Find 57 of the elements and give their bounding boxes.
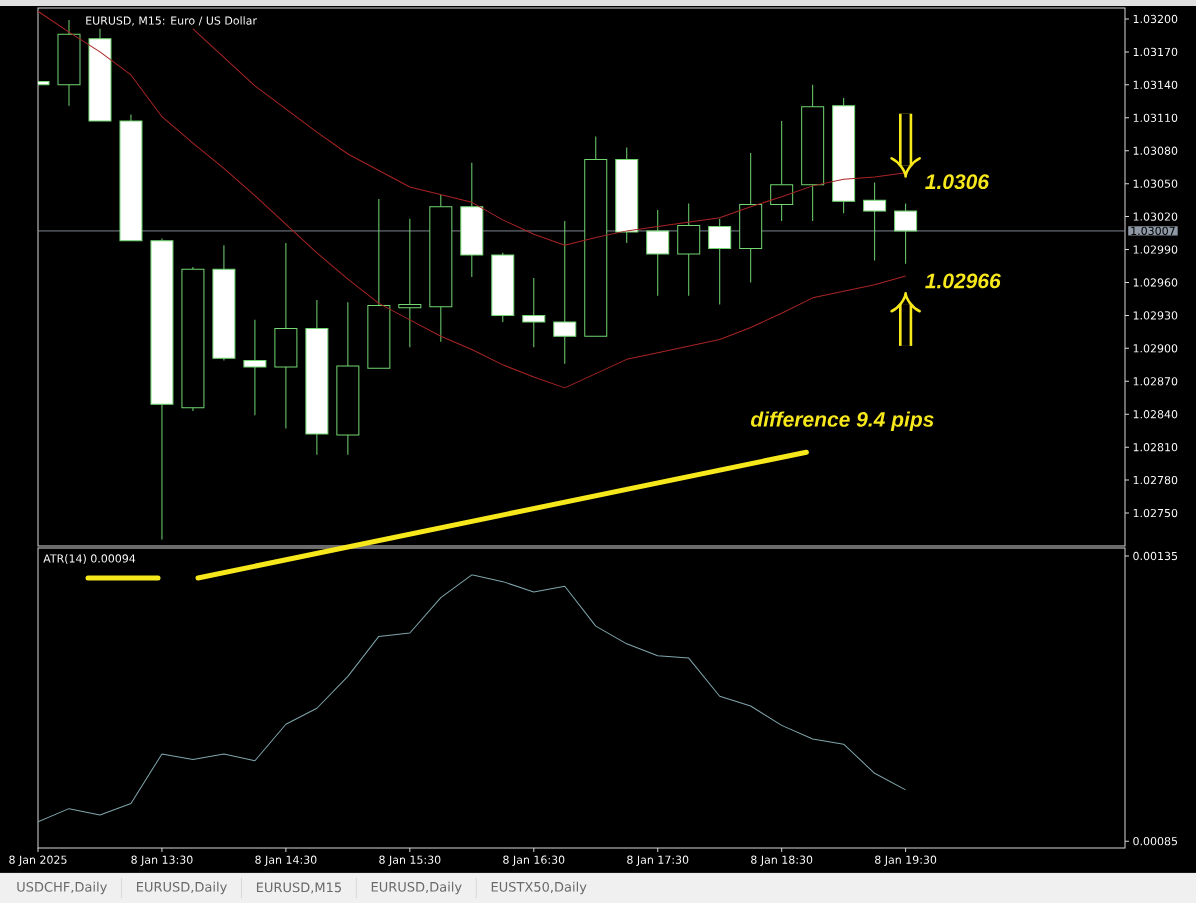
text: EUSTX50,Daily xyxy=(491,881,587,895)
x-tick-label: 8 Jan 16:30 xyxy=(503,855,565,866)
candlestick xyxy=(429,194,453,343)
candlestick xyxy=(646,209,670,297)
y-tick-label: 1.02900 xyxy=(1133,344,1178,353)
text: EURUSD, M15: Euro / US Dollar xyxy=(86,16,257,26)
x-tick-label: 8 Jan 2025 xyxy=(9,855,67,866)
y-tick-label: 1.03020 xyxy=(1133,212,1178,221)
y-tick-label: 1.02930 xyxy=(1133,311,1178,320)
y-tick-label: 1.03080 xyxy=(1133,146,1178,155)
y-tick-label: 1.02840 xyxy=(1133,410,1178,419)
annotation: 1.0306 xyxy=(925,174,990,190)
chart-title: ATR(14) 0.00094 xyxy=(43,554,136,564)
candlestick xyxy=(677,202,701,297)
candlestick xyxy=(57,19,81,107)
y-tick-label: 1.02750 xyxy=(1133,508,1178,518)
candlestick xyxy=(522,277,546,348)
candlestick xyxy=(181,266,205,412)
y-tick-label: 1.03110 xyxy=(1133,113,1178,122)
y-tick-label: 1.03050 xyxy=(1133,179,1178,188)
text: EURUSD,Daily xyxy=(371,881,462,895)
y-tick-label: 0.00135 xyxy=(1133,551,1178,561)
y-tick-label: 1.03200 xyxy=(1133,14,1178,24)
y-tick-label: 1.03140 xyxy=(1133,80,1178,90)
candlestick xyxy=(305,299,329,456)
x-tick-label: 8 Jan 14:30 xyxy=(255,855,317,866)
x-tick-label: 8 Jan 17:30 xyxy=(627,855,689,866)
text: EURUSD,Daily xyxy=(137,881,227,895)
text: USDCHF,Daily xyxy=(17,881,107,895)
y-tick-label: 1.02810 xyxy=(1133,443,1178,452)
candlestick xyxy=(801,84,825,222)
y-tick-label: 0.00085 xyxy=(1133,837,1178,846)
ref-line-label: 1.03007 xyxy=(1131,226,1175,236)
candlestick xyxy=(336,301,360,456)
candlestick xyxy=(212,244,236,361)
line-series xyxy=(38,574,907,823)
x-tick-label: 8 Jan 19:30 xyxy=(875,855,937,866)
candlestick xyxy=(150,238,174,540)
annotation: 1.02966 xyxy=(925,273,1001,289)
annotation: difference 9.4 pips xyxy=(750,411,934,431)
y-tick-label: 1.02780 xyxy=(1133,475,1178,485)
x-tick-label: 8 Jan 13:30 xyxy=(131,855,193,866)
candlestick xyxy=(398,218,422,348)
candlestick xyxy=(553,220,577,365)
text: EURUSD,M15 xyxy=(256,882,342,894)
candlestick xyxy=(615,146,639,244)
y-tick-label: 1.02990 xyxy=(1133,245,1178,254)
y-tick-label: 1.02870 xyxy=(1133,377,1178,386)
x-tick-label: 8 Jan 18:30 xyxy=(751,855,813,866)
candlestick xyxy=(739,152,763,283)
y-tick-label: 1.03170 xyxy=(1133,47,1178,57)
candlestick xyxy=(770,120,794,222)
candlestick xyxy=(243,319,267,416)
candlestick xyxy=(460,162,484,278)
x-tick-label: 8 Jan 15:30 xyxy=(379,855,441,866)
candlestick xyxy=(274,242,298,430)
y-tick-label: 1.02960 xyxy=(1133,278,1178,287)
